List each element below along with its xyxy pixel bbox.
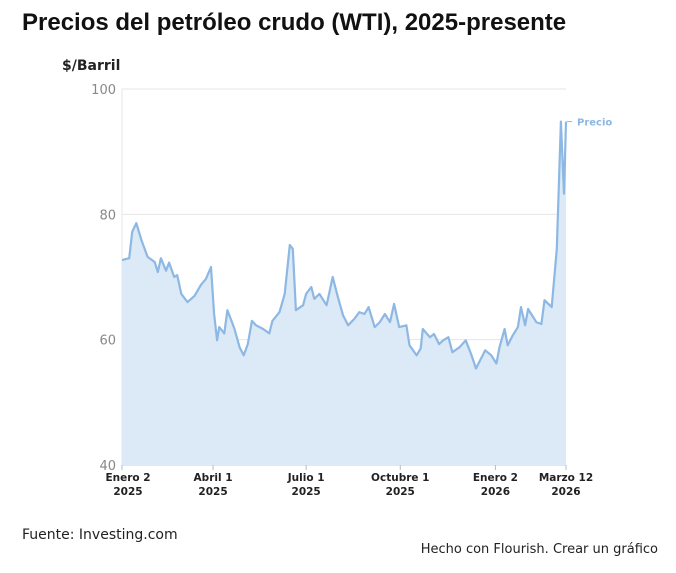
x-tick-label: 2025: [198, 486, 227, 498]
series-label-precio: Precio: [577, 118, 612, 129]
x-tick-label: Marzo 12: [539, 472, 593, 484]
y-axis-label: $/Barril: [62, 58, 121, 74]
x-tick-label: 2025: [386, 486, 415, 498]
flourish-credit: Hecho con Flourish. Crear un gráfico: [421, 542, 658, 557]
x-tick-label: Abril 1: [194, 472, 233, 484]
x-tick-label: Octubre 1: [371, 472, 429, 484]
series-line-precio: [121, 120, 568, 370]
y-tick-label: 80: [99, 208, 116, 223]
y-tick-label: 40: [99, 459, 116, 474]
made-with-text[interactable]: Hecho con Flourish.: [420, 542, 549, 557]
x-tick-label: Enero 2: [473, 472, 518, 484]
y-tick-label: 100: [91, 83, 116, 98]
y-tick-label: 60: [99, 334, 116, 349]
create-chart-link[interactable]: Crear un gráfico: [552, 542, 658, 557]
area-fill: [122, 121, 566, 465]
x-tick-label: Enero 2: [105, 472, 150, 484]
x-axis-ticks: Enero 2 2025 Abril 1 2025 Julio 1 2025 Octubre…: [105, 465, 593, 498]
y-axis-ticks: 40 60 80 100: [91, 83, 116, 474]
chart-canvas: Precio 40 60 80 100 Enero 2 2025 Abril 1 2025 J…: [91, 83, 612, 498]
x-tick-label: 2025: [292, 486, 321, 498]
x-tick-label: 2026: [551, 486, 580, 498]
source-note: Fuente: Investing.com: [22, 527, 178, 543]
x-tick-label: Julio 1: [287, 472, 325, 484]
x-tick-label: 2025: [113, 486, 142, 498]
x-tick-label: 2026: [481, 486, 510, 498]
chart-title: Precios del petróleo crudo (WTI), 2025-p…: [22, 9, 567, 36]
